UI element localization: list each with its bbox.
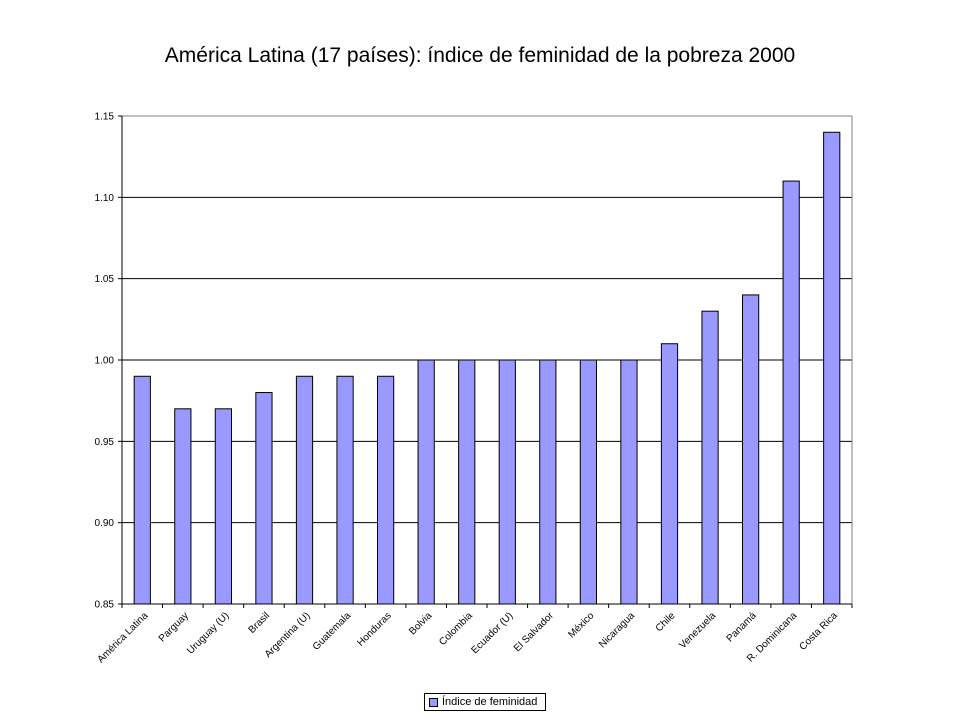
- axes: [118, 115, 853, 608]
- y-tick-label: 1.00: [95, 356, 115, 367]
- bar: [417, 359, 435, 605]
- x-tick-label: Panamá: [725, 610, 759, 644]
- bar: [498, 359, 516, 605]
- x-tick-label: Ecuador (U): [470, 610, 516, 656]
- x-tick-label: Costa Rica: [797, 610, 840, 653]
- y-tick-labels: 0.85 0.90 0.95 1.00 1.05 1.10 1.15: [95, 112, 115, 611]
- x-tick-label: América Latina: [95, 610, 150, 665]
- bar: [660, 343, 679, 605]
- bar: [458, 359, 476, 605]
- bar: [742, 294, 760, 605]
- y-tick-label: 1.10: [95, 193, 115, 204]
- x-tick-label: Parguay: [157, 610, 191, 644]
- bar: [336, 375, 354, 605]
- y-tick-label: 1.15: [95, 112, 115, 123]
- gridlines: [122, 115, 852, 524]
- bar: [701, 310, 719, 605]
- y-tick-label: 0.85: [95, 600, 115, 611]
- bar: [214, 408, 232, 605]
- bar: [133, 375, 151, 605]
- x-tick-label: Honduras: [355, 610, 393, 648]
- x-tick-label: Brasil: [247, 610, 272, 635]
- bar: [377, 375, 395, 605]
- bar: [255, 392, 273, 605]
- x-tick-label: Chile: [654, 610, 678, 634]
- y-tick-label: 0.90: [95, 518, 115, 529]
- bar: [823, 131, 841, 605]
- chart-title: América Latina (17 países): índice de fe…: [164, 44, 796, 67]
- x-tick-label: Venezuela: [677, 610, 718, 651]
- bars: [133, 131, 841, 605]
- x-tick-label: Bolvia: [407, 610, 434, 637]
- bar: [539, 359, 557, 605]
- bar: [782, 180, 800, 605]
- y-tick-label: 1.05: [95, 274, 115, 285]
- x-tick-label: Guatemala: [311, 610, 354, 653]
- legend-label: Índice de feminidad: [442, 696, 538, 708]
- legend: Índice de feminidad: [424, 693, 546, 711]
- bar: [174, 408, 192, 605]
- bar: [295, 375, 314, 605]
- x-tick-label: Colombia: [437, 610, 475, 648]
- y-tick-label: 0.95: [95, 437, 115, 448]
- x-tick-label: Nicaragua: [597, 610, 637, 650]
- x-tick-label: El Salvador: [512, 610, 556, 654]
- x-tick-label: México: [566, 610, 596, 640]
- legend-swatch: [429, 697, 438, 707]
- x-tick-label: Uruguay (U): [185, 610, 231, 656]
- bar: [579, 359, 597, 605]
- bar: [620, 359, 638, 605]
